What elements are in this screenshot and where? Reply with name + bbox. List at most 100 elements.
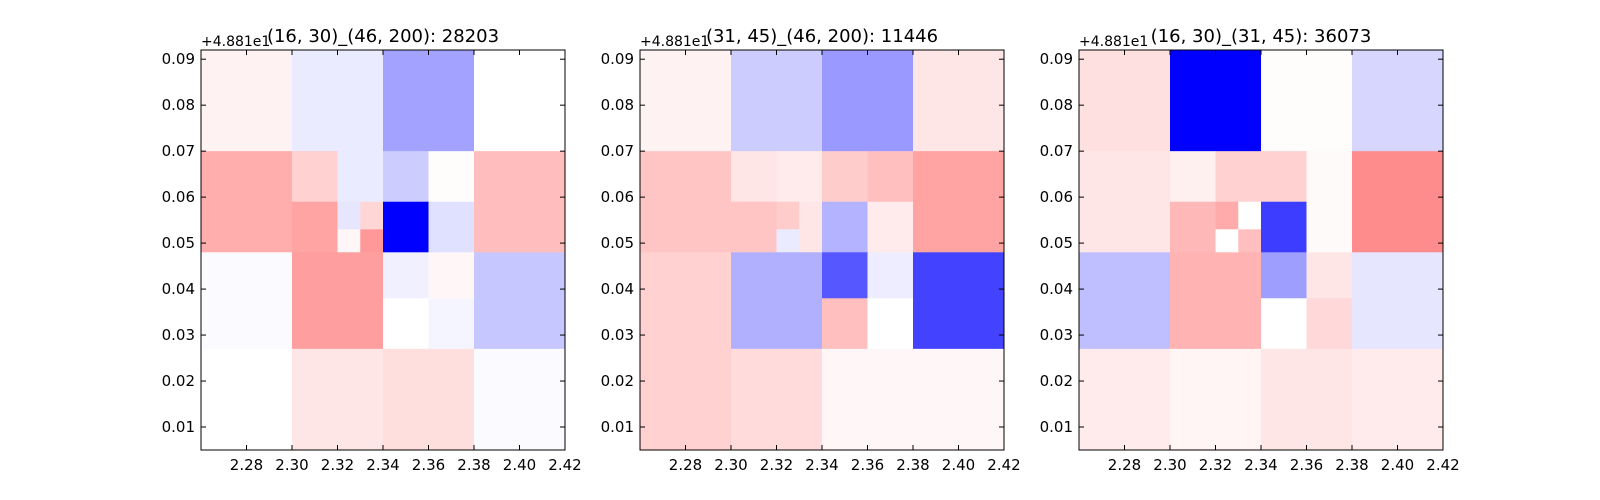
heatmap-cell <box>337 151 384 203</box>
y-tick-label: 0.06 <box>601 188 634 206</box>
heatmap-cell <box>1215 151 1262 203</box>
x-tick-label: 2.36 <box>851 456 884 474</box>
x-tick-label: 2.36 <box>1290 456 1323 474</box>
x-tick-label: 2.30 <box>275 456 308 474</box>
heatmap-cell <box>731 50 823 152</box>
x-tick-label: 2.42 <box>1426 456 1459 474</box>
y-tick-label: 0.06 <box>1040 188 1073 206</box>
heatmap-cell <box>1215 229 1239 253</box>
heatmap-cell <box>1306 151 1353 203</box>
y-tick-label: 0.06 <box>162 188 195 206</box>
heatmap-cell <box>913 50 1005 152</box>
heatmap-cell <box>1261 298 1307 350</box>
heatmap-cell <box>822 50 914 152</box>
heatmap-cell <box>640 151 732 253</box>
y-tick-label: 0.09 <box>162 50 195 68</box>
heatmap-cell <box>640 50 732 152</box>
heatmap-cell <box>867 201 914 253</box>
heatmap-cell <box>640 348 732 451</box>
heatmap-cells <box>640 50 1005 451</box>
y-tick-label: 0.02 <box>162 372 195 390</box>
y-offset-label: +4.881e1 <box>640 34 709 50</box>
x-tick-label: 2.28 <box>669 456 702 474</box>
heatmap-cell <box>1238 201 1262 230</box>
y-tick-label: 0.04 <box>601 280 634 298</box>
y-tick-label: 0.07 <box>162 142 195 160</box>
heatmap-cell <box>360 201 384 230</box>
heatmap-cell <box>776 229 800 253</box>
x-tick-label: 2.32 <box>321 456 354 474</box>
heatmap-cell <box>799 229 823 253</box>
heatmap-cell <box>292 151 338 203</box>
heatmap-cell <box>776 201 800 230</box>
heatmap-cell <box>913 252 1005 350</box>
heatmap-cell <box>428 201 475 253</box>
heatmap-cell <box>1352 252 1444 350</box>
heatmap-cell <box>1215 201 1239 230</box>
heatmap-cell <box>474 348 566 451</box>
heatmap-cell <box>292 201 338 253</box>
heatmap-cell <box>201 50 293 152</box>
x-tick-label: 2.42 <box>987 456 1020 474</box>
heatmap-cell <box>913 151 1005 253</box>
heatmap-cell <box>867 151 914 203</box>
heatmap-cell <box>822 151 868 203</box>
y-tick-label: 0.01 <box>601 418 634 436</box>
heatmap-cell <box>1079 348 1171 451</box>
heatmap-cell <box>913 348 1005 451</box>
y-tick-label: 0.05 <box>1040 234 1073 252</box>
heatmap-cell <box>1352 50 1444 152</box>
panel-title: (16, 30)_(46, 200): 28203 <box>267 26 499 47</box>
x-tick-label: 2.28 <box>1108 456 1141 474</box>
y-tick-label: 0.07 <box>1040 142 1073 160</box>
y-offset-label: +4.881e1 <box>201 34 270 50</box>
heatmap-cell <box>1306 201 1353 253</box>
heatmap-cell <box>201 151 293 253</box>
heatmap-cell <box>1261 151 1307 203</box>
heatmap-cell <box>474 151 566 253</box>
x-tick-label: 2.38 <box>896 456 929 474</box>
heatmap-cell <box>1170 151 1216 203</box>
x-tick-label: 2.30 <box>1153 456 1186 474</box>
heatmap-cell <box>822 348 914 451</box>
heatmap-cell <box>867 298 914 350</box>
heatmap-cell <box>822 298 868 350</box>
heatmap-cell <box>201 252 293 350</box>
x-tick-label: 2.40 <box>1381 456 1414 474</box>
y-tick-label: 0.03 <box>1040 326 1073 344</box>
heatmap-cell <box>383 201 429 253</box>
y-tick-label: 0.09 <box>601 50 634 68</box>
x-tick-label: 2.32 <box>760 456 793 474</box>
heatmap-cell <box>799 201 823 230</box>
heatmap-cell <box>1079 50 1171 152</box>
heatmap-cell <box>360 229 384 253</box>
x-tick-label: 2.38 <box>1335 456 1368 474</box>
heatmap-cells <box>1079 50 1444 451</box>
heatmap-panel-1: 2.28 2.30 2.32 2.34 2.36 2.38 2.40 2.42 0.01 0.02… <box>162 26 582 474</box>
y-tick-label: 0.02 <box>601 372 634 390</box>
heatmap-cell <box>474 252 566 350</box>
heatmap-cell <box>292 50 384 152</box>
heatmap-cell <box>383 151 429 203</box>
x-tick-label: 2.34 <box>1244 456 1277 474</box>
heatmap-cell <box>383 348 475 451</box>
y-tick-label: 0.04 <box>162 280 195 298</box>
x-tick-label: 2.40 <box>942 456 975 474</box>
x-tick-label: 2.28 <box>230 456 263 474</box>
x-tick-label: 2.32 <box>1199 456 1232 474</box>
heatmap-cell <box>822 201 868 253</box>
heatmap-cell <box>292 348 384 451</box>
y-tick-label: 0.04 <box>1040 280 1073 298</box>
y-tick-label: 0.03 <box>162 326 195 344</box>
heatmap-cell <box>1170 50 1262 152</box>
heatmap-cell <box>1238 229 1262 253</box>
heatmap-cells <box>201 50 566 451</box>
y-tick-label: 0.01 <box>1040 418 1073 436</box>
x-tick-label: 2.42 <box>548 456 581 474</box>
y-tick-label: 0.05 <box>162 234 195 252</box>
heatmap-cell <box>776 151 823 203</box>
heatmap-cell <box>1352 151 1444 253</box>
heatmap-cell <box>867 252 914 299</box>
heatmap-cell <box>428 151 475 203</box>
